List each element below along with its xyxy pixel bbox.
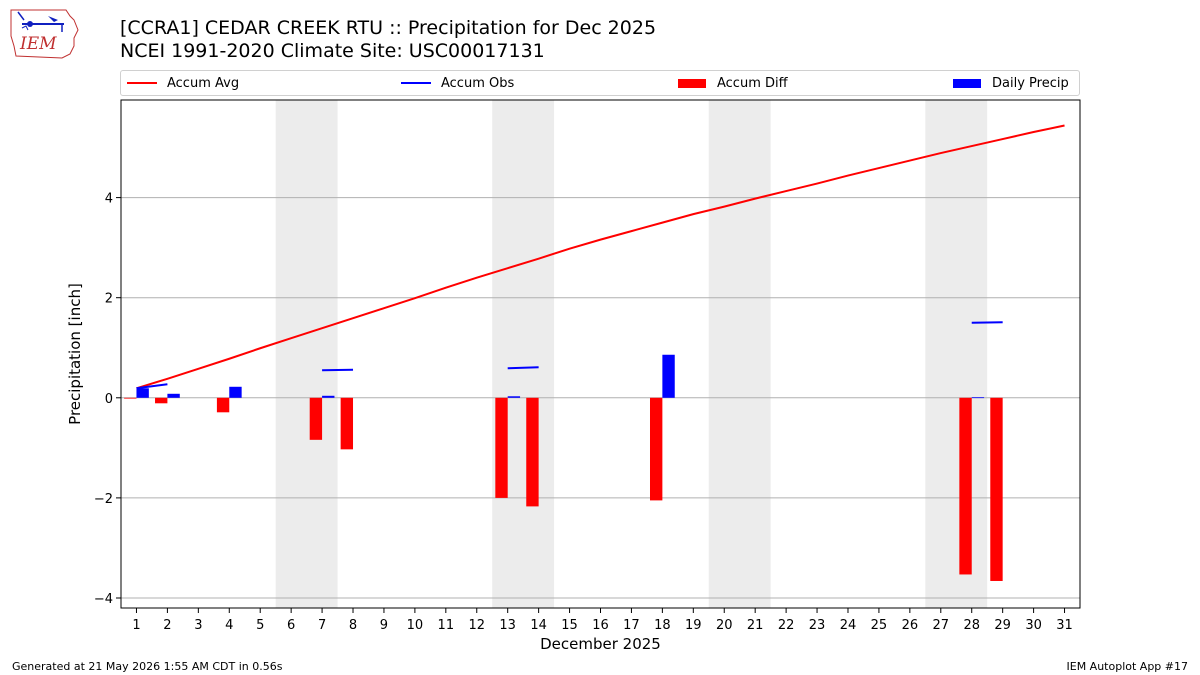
x-tick-label: 19	[685, 618, 702, 633]
weekend-band	[275, 100, 338, 608]
legend-item-daily-precip: Daily Precip	[953, 74, 1069, 92]
legend-swatch-daily-precip	[953, 78, 981, 88]
legend-label: Accum Obs	[441, 75, 515, 91]
x-tick-label: 1	[132, 618, 140, 633]
accum-diff-bar	[649, 397, 663, 501]
accum-obs-segment	[971, 321, 1003, 324]
x-tick-label: 24	[840, 618, 857, 633]
legend-label: Accum Diff	[717, 75, 788, 91]
accum-diff-bar	[340, 397, 354, 450]
accum-obs-segment	[322, 368, 354, 372]
footer-generated-text: Generated at 21 May 2026 1:55 AM CDT in …	[12, 660, 283, 673]
x-tick-label: 23	[809, 618, 826, 633]
x-tick-label: 28	[963, 618, 980, 633]
x-tick-label: 14	[530, 618, 547, 633]
legend-item-accum-obs: Accum Obs	[401, 74, 514, 92]
x-tick-label: 21	[747, 618, 764, 633]
y-tick-label: 4	[105, 192, 113, 207]
footer-app-text: IEM Autoplot App #17	[1066, 660, 1189, 673]
legend-label: Daily Precip	[992, 75, 1069, 91]
x-tick-label: 11	[438, 618, 455, 633]
x-tick-label: 20	[716, 618, 733, 633]
x-tick-label: 3	[194, 618, 202, 633]
x-tick-label: 25	[871, 618, 888, 633]
gridline-layer	[121, 197, 1080, 599]
accum-diff-bar	[155, 397, 168, 404]
x-tick-label: 26	[902, 618, 919, 633]
y-tick-label: 2	[105, 292, 113, 307]
daily-precip-bar	[971, 397, 985, 399]
daily-precip-bar	[322, 395, 335, 398]
x-tick-label: 17	[623, 618, 640, 633]
accum-avg-line	[136, 124, 1065, 390]
weekend-band	[492, 100, 555, 608]
x-tick-label: 22	[778, 618, 795, 633]
legend-item-accum-avg: Accum Avg	[127, 74, 239, 92]
x-tick-label: 7	[318, 618, 326, 633]
iem-logo: IEM	[8, 6, 80, 60]
accum-diff-bar	[495, 397, 508, 498]
weekend-band	[925, 100, 988, 608]
x-axis-label: December 2025	[540, 635, 661, 653]
x-tick-label: 16	[592, 618, 609, 633]
x-tick-label: 18	[654, 618, 671, 633]
daily-precip-bar	[229, 386, 242, 398]
x-tick-label: 8	[349, 618, 357, 633]
accum-diff-bar	[526, 397, 539, 507]
x-tick-label: 27	[933, 618, 950, 633]
accum-obs-segment	[507, 366, 539, 370]
y-axis-label: Precipitation [inch]	[66, 283, 84, 425]
daily-precip-bar	[167, 393, 180, 398]
x-tick-label: 2	[163, 618, 171, 633]
x-tick-label: 10	[407, 618, 424, 633]
daily-precip-bar	[662, 354, 675, 398]
x-tick-label: 13	[499, 618, 516, 633]
x-tick-label: 30	[1025, 618, 1042, 633]
daily-precip-bar	[136, 388, 149, 398]
chart-subtitle: NCEI 1991-2020 Climate Site: USC00017131	[120, 40, 545, 62]
y-tick-label: −4	[94, 592, 113, 607]
x-tick-label: 15	[561, 618, 578, 633]
bar-layer	[124, 354, 1003, 581]
line-layer	[136, 124, 1065, 390]
x-tick-label: 29	[994, 618, 1011, 633]
x-tick-label: 5	[256, 618, 264, 633]
x-tick-label: 12	[468, 618, 485, 633]
y-tick-label: 0	[105, 392, 113, 407]
chart-legend: Accum Avg Accum Obs Accum Diff Daily Pre…	[120, 70, 1080, 96]
accum-diff-bar	[990, 397, 1003, 581]
x-tick-label: 31	[1056, 618, 1073, 633]
legend-swatch-accum-obs	[401, 82, 431, 84]
accum-diff-bar	[124, 397, 137, 399]
weekend-band	[708, 100, 771, 608]
accum-diff-bar	[216, 397, 230, 413]
logo-text: IEM	[20, 34, 57, 54]
x-tick-label: 6	[287, 618, 295, 633]
legend-item-accum-diff: Accum Diff	[678, 74, 788, 92]
x-tick-label: 4	[225, 618, 233, 633]
iowa-outline-icon	[10, 9, 79, 59]
weekend-shading-layer	[275, 100, 988, 608]
x-tick-label: 9	[380, 618, 388, 633]
y-tick-label: −2	[94, 492, 113, 507]
accum-obs-segment	[136, 383, 168, 390]
accum-diff-bar	[959, 397, 972, 575]
daily-precip-bar	[507, 396, 521, 398]
accum-diff-bar	[309, 397, 323, 440]
legend-label: Accum Avg	[167, 75, 240, 91]
legend-swatch-accum-diff	[678, 78, 706, 88]
chart-title: [CCRA1] CEDAR CREEK RTU :: Precipitation…	[120, 17, 657, 39]
legend-swatch-accum-avg	[127, 82, 157, 84]
